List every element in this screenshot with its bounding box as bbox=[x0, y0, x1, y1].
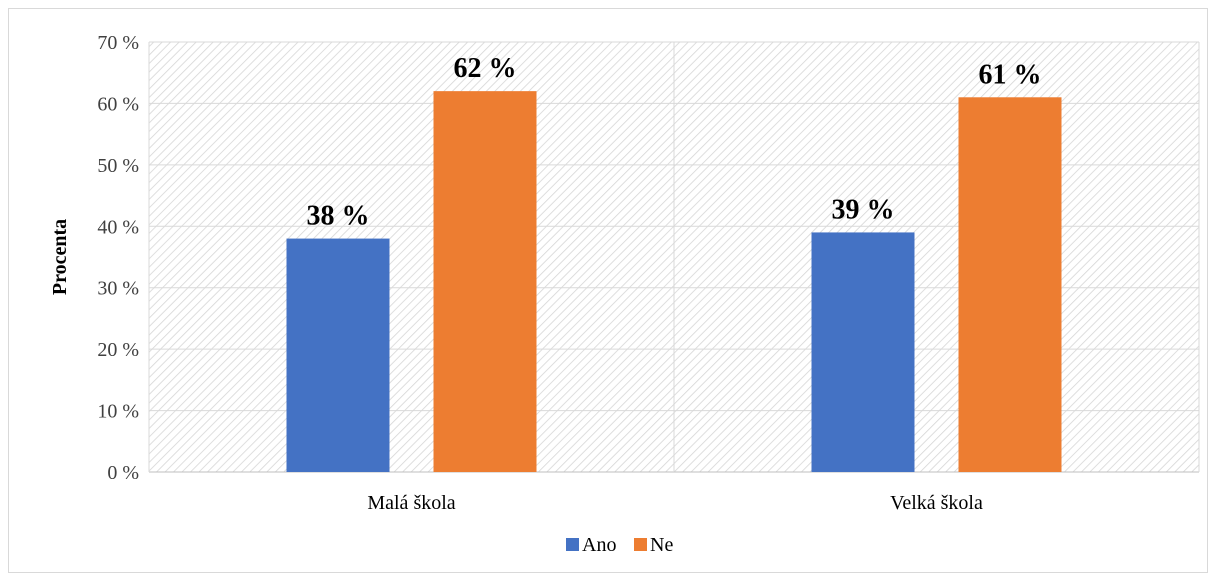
legend-swatch bbox=[634, 538, 647, 551]
bar-ano-2 bbox=[811, 232, 915, 472]
y-tick-labels: 0 % 10 % 20 % 30 % 40 % 50 % 60 % 70 % bbox=[97, 32, 139, 484]
legend: Ano Ne bbox=[566, 534, 673, 556]
y-tick-label: 0 % bbox=[107, 462, 139, 484]
legend-label: Ne bbox=[650, 534, 673, 556]
category-label: Velká škola bbox=[890, 492, 983, 514]
data-label: 62 % bbox=[454, 53, 517, 84]
data-label: 38 % bbox=[307, 201, 370, 232]
bars bbox=[286, 91, 1062, 473]
data-label: 39 % bbox=[832, 194, 895, 225]
y-tick-label: 50 % bbox=[97, 155, 139, 177]
y-tick-label: 20 % bbox=[97, 339, 139, 361]
category-label: Malá škola bbox=[367, 492, 455, 514]
legend-swatch bbox=[566, 538, 579, 551]
bar-ano-1 bbox=[286, 238, 390, 472]
bar-ne-1 bbox=[433, 91, 537, 473]
data-labels: 38 % 62 % 39 % 61 % bbox=[307, 53, 1042, 231]
category-labels: Malá škola Velká škola bbox=[367, 492, 983, 514]
y-tick-label: 30 % bbox=[97, 278, 139, 300]
legend-label: Ano bbox=[582, 534, 616, 556]
y-tick-label: 10 % bbox=[97, 401, 139, 423]
y-tick-label: 40 % bbox=[97, 216, 139, 238]
y-tick-label: 70 % bbox=[97, 32, 139, 54]
y-tick-label: 60 % bbox=[97, 93, 139, 115]
y-axis-label: Procenta bbox=[49, 219, 71, 295]
data-label: 61 % bbox=[979, 59, 1042, 90]
bar-ne-2 bbox=[958, 97, 1062, 473]
